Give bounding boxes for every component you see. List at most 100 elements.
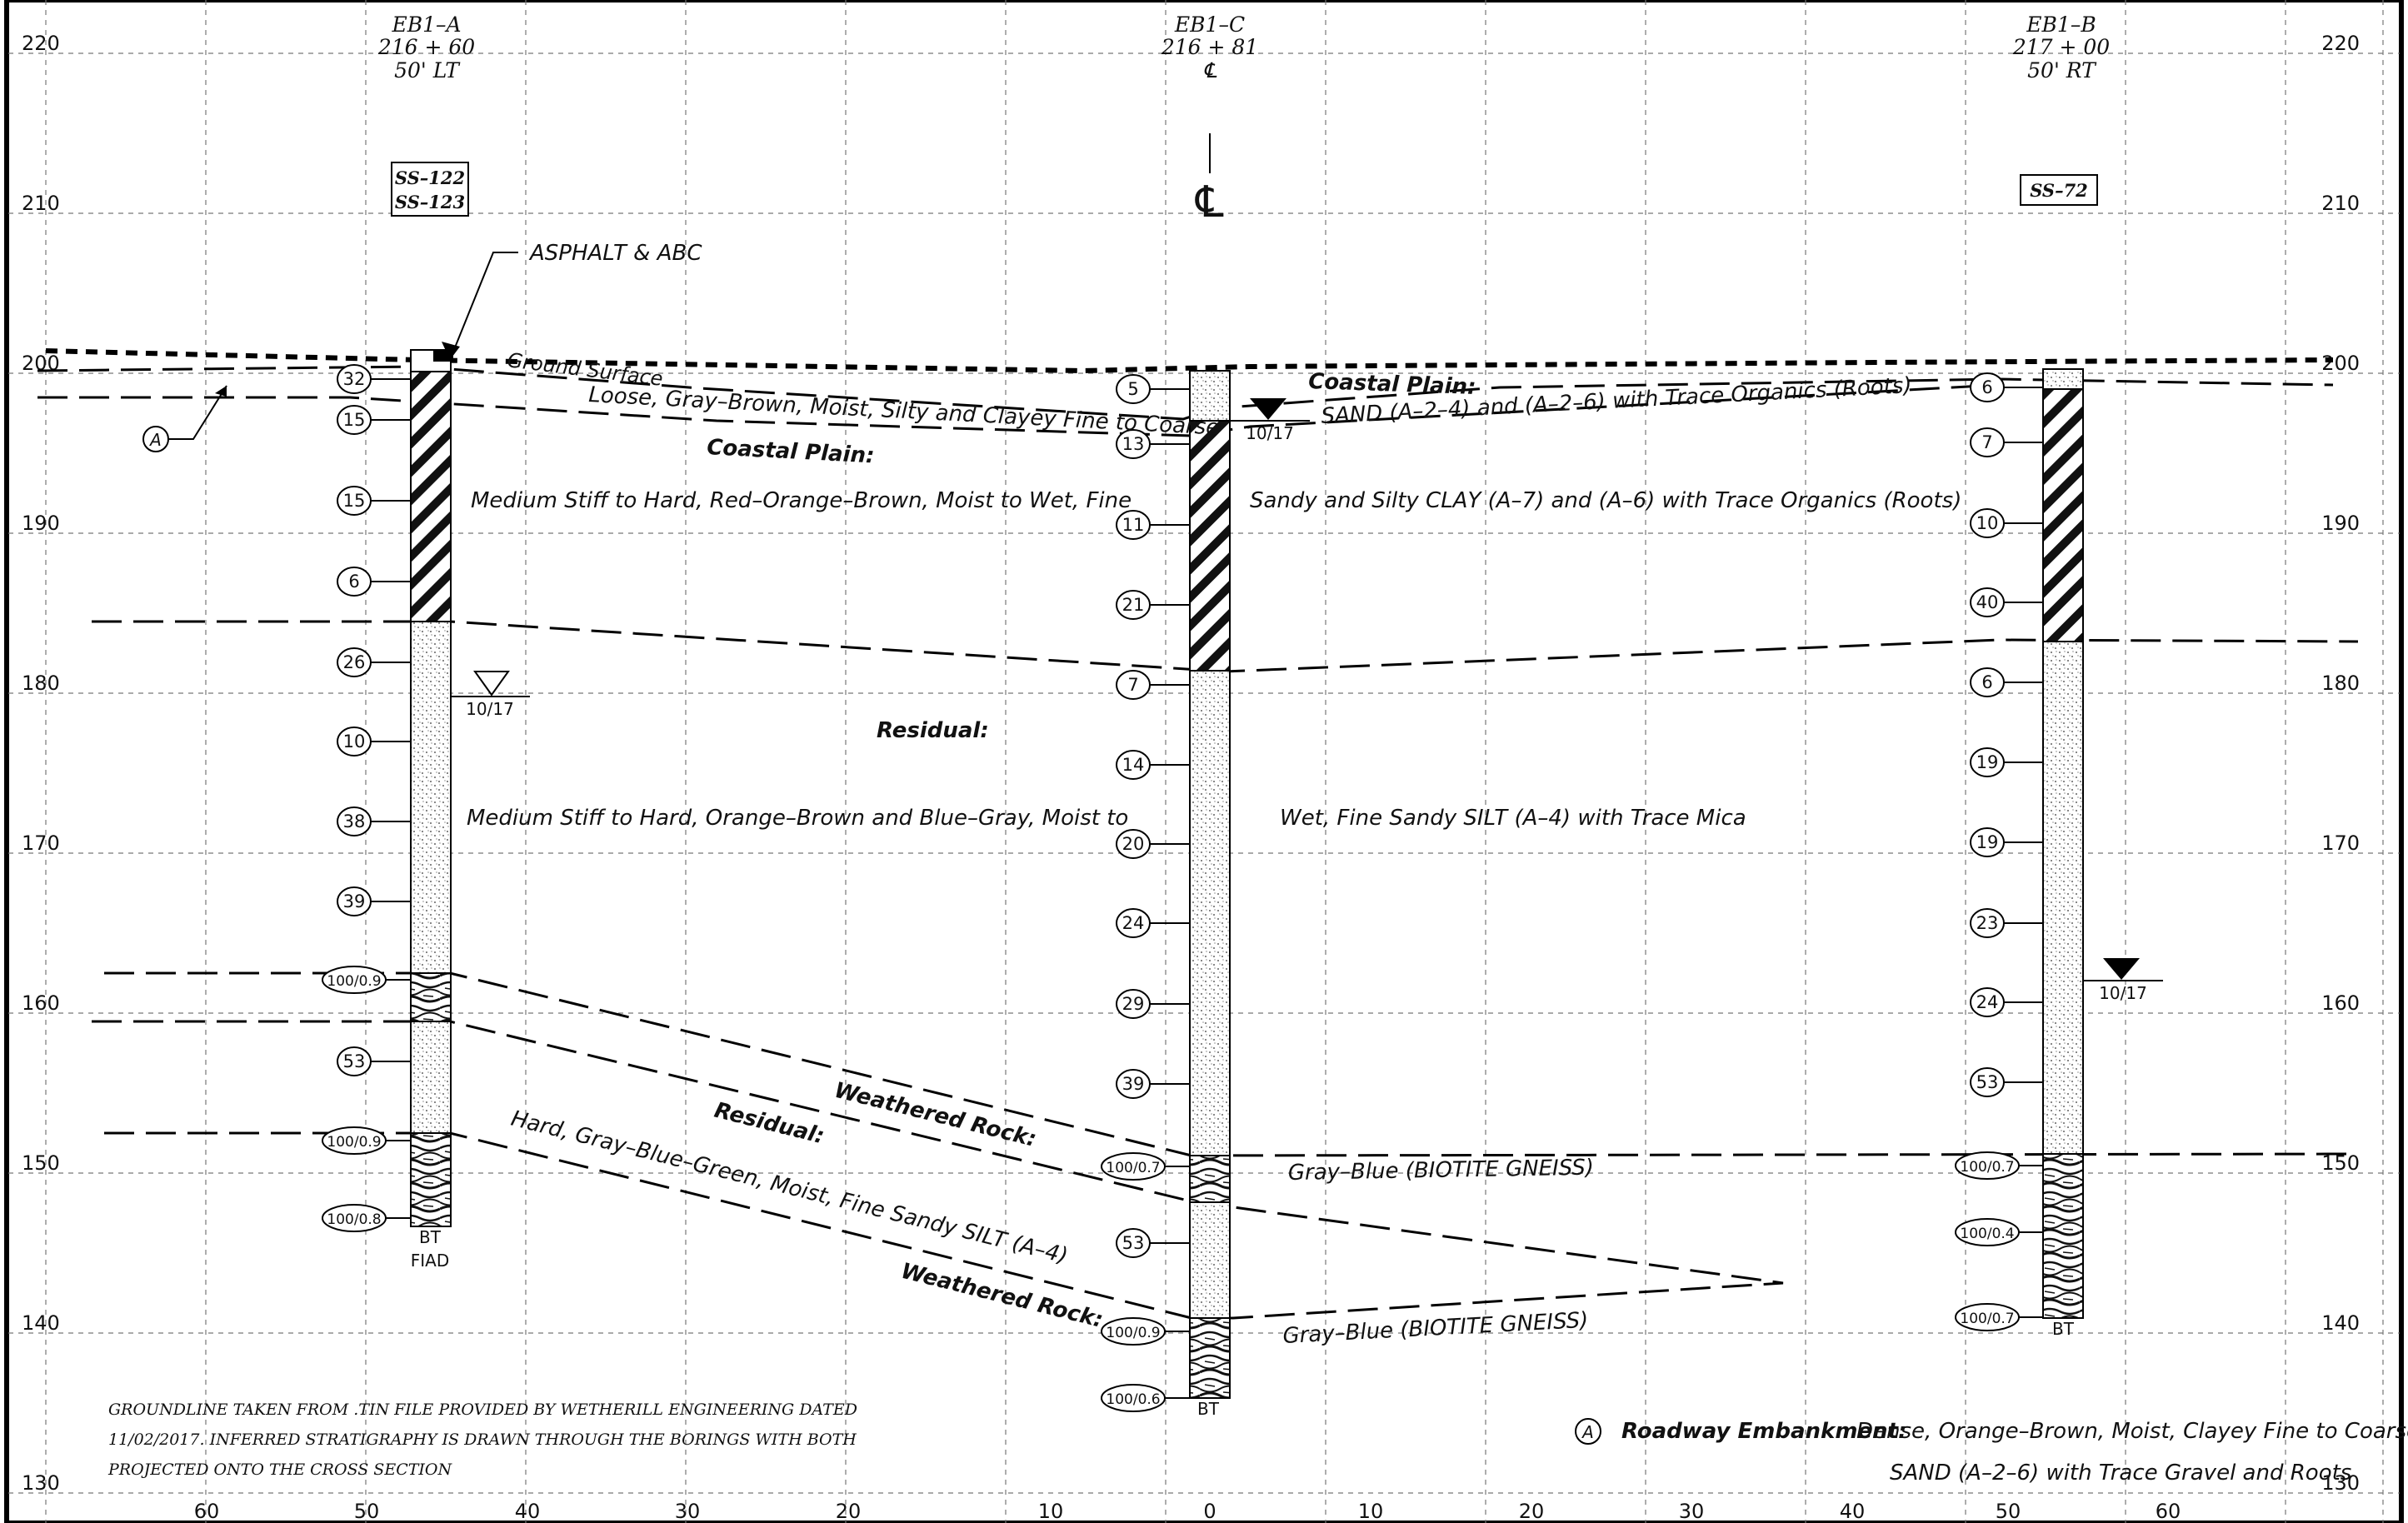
sample-n-value: 21 [1116, 590, 1190, 620]
sample-n-value: 100/0.4 [1955, 1218, 2043, 1246]
sample-n-value: 15 [337, 405, 411, 435]
sample-n-value: 5 [1116, 374, 1190, 404]
n-value-text: 5 [1127, 379, 1138, 399]
boring-offset: ℄ [1203, 58, 1217, 82]
legend-title: Roadway Embankment: [1621, 1419, 1906, 1444]
sample-n-value: 24 [1970, 987, 2043, 1017]
sample-n-value: 39 [337, 886, 411, 916]
sample-n-value: 6 [1970, 667, 2043, 697]
boring-id: EB1–C [1174, 12, 1245, 37]
sample-n-value: 100/0.9 [322, 1126, 411, 1155]
clay-label-left: Medium Stiff to Hard, Red–Orange–Brown, … [471, 488, 1132, 513]
sample-n-value: 100/0.7 [1955, 1303, 2043, 1331]
elevation-tick-left: 210 [22, 192, 60, 215]
clay-label-right: Sandy and Silty CLAY (A–7) and (A–6) wit… [1250, 488, 1961, 513]
sample-n-value: 53 [1970, 1067, 2043, 1097]
water-level-date: 10/17 [2099, 983, 2147, 1003]
n-value-text: 20 [1122, 834, 1145, 854]
legend-line-1: Dense, Orange–Brown, Moist, Clayey Fine … [1856, 1419, 2408, 1444]
offset-tick: 20 [836, 1500, 862, 1523]
n-value-text: 10 [1976, 513, 1999, 533]
embankment-legend: A Roadway Embankment: Dense, Orange–Brow… [1575, 1418, 2408, 1486]
sample-n-value: 40 [1970, 587, 2043, 617]
n-value-text: 29 [1122, 994, 1145, 1014]
n-value-text: 38 [343, 811, 366, 831]
water-level-date: 10/17 [1246, 423, 1294, 443]
sample-n-value: 100/0.7 [1101, 1152, 1190, 1181]
coastal-plain-label-right: Coastal Plain: [1308, 369, 1476, 400]
sample-box [2020, 174, 2098, 206]
n-value-text: 40 [1976, 592, 1999, 612]
boring-offset: 50' RT [2027, 58, 2097, 82]
silt-label-right: Wet, Fine Sandy SILT (A–4) with Trace Mi… [1280, 806, 1746, 831]
elevation-tick-right: 140 [2321, 1311, 2360, 1335]
sample-id: SS–72 [2030, 180, 2088, 201]
sample-n-value: 38 [337, 806, 411, 836]
n-value-text: 19 [1976, 832, 1999, 852]
svg-text:A: A [1581, 1422, 1594, 1442]
sample-n-value: 10 [1970, 508, 2043, 538]
offset-tick: 40 [1840, 1500, 1866, 1523]
n-value-text: 23 [1976, 913, 1999, 933]
n-value-text: 53 [1122, 1233, 1145, 1253]
offset-tick: 30 [1679, 1500, 1705, 1523]
boring-fiad-label: FIAD [411, 1251, 449, 1271]
elevation-tick-right: 220 [2321, 32, 2360, 55]
asphalt-label: ASPHALT & ABC [528, 241, 702, 266]
sample-n-value: 39 [1116, 1069, 1190, 1099]
boring-id: EB1–A [391, 12, 461, 37]
sample-n-value: 26 [337, 647, 411, 677]
sample-n-value: 53 [337, 1046, 411, 1076]
ground-surface-label: Ground Surface [506, 348, 664, 391]
boring-offset: 50' LT [394, 58, 461, 82]
sample-id: SS–123 [395, 192, 465, 212]
sample-box [391, 162, 469, 217]
n-value-text: 100/0.9 [327, 973, 381, 990]
offset-tick: 10 [1038, 1500, 1064, 1523]
gneiss-label-upper: Gray–Blue (BIOTITE GNEISS) [1288, 1156, 1595, 1186]
elevation-tick-left: 180 [22, 672, 60, 695]
n-value-text: 100/0.7 [1960, 1159, 2014, 1176]
embankment-marker-callout: A [142, 385, 227, 452]
n-value-text: 6 [1981, 672, 1992, 692]
elevation-tick-left: 190 [22, 512, 60, 535]
centerline-symbol: ℄ [1194, 177, 1224, 227]
n-value-text: 24 [1122, 913, 1145, 933]
gneiss-label-lower: Gray–Blue (BIOTITE GNEISS) [1282, 1308, 1589, 1349]
boring-terminated-label: BT [1197, 1399, 1220, 1419]
n-value-text: 24 [1976, 992, 1999, 1012]
boring-column-eb1-b [2042, 368, 2084, 1319]
n-value-text: 100/0.8 [327, 1211, 381, 1228]
elevation-tick-left: 150 [22, 1151, 60, 1175]
svg-text:A: A [148, 430, 162, 450]
offset-tick: 0 [1203, 1500, 1216, 1523]
sample-n-value: 100/0.9 [1101, 1317, 1190, 1346]
silt-label-left: Medium Stiff to Hard, Orange–Brown and B… [467, 806, 1128, 831]
elevation-tick-right: 160 [2321, 991, 2360, 1015]
elevation-tick-right: 150 [2321, 1151, 2360, 1175]
note-line: 11/02/2017. INFERRED STRATIGRAPHY IS DRA… [108, 1431, 857, 1449]
elevation-tick-right: 170 [2321, 831, 2360, 855]
sheet-border [4, 0, 2404, 1523]
elevation-tick-left: 140 [22, 1311, 60, 1335]
water-level-eb1-a: 10/17 [450, 671, 530, 719]
elevation-tick-right: 200 [2321, 352, 2360, 375]
boring-column-eb1-a [410, 349, 453, 1227]
water-level-eb1-b: 10/17 [2083, 958, 2163, 1003]
sample-blow-counts: 32 15 15 6 26 10 38 39 100/0.9 53 100/0.9 100/0.8 5 1… [322, 364, 2043, 1412]
n-value-text: 100/0.7 [1106, 1160, 1160, 1176]
sample-n-value: 19 [1970, 747, 2043, 777]
note-line: PROJECTED ONTO THE CROSS SECTION [107, 1461, 452, 1479]
boring-station: 216 + 81 [1161, 35, 1258, 59]
sample-n-value: 7 [1116, 670, 1190, 700]
boring-header-eb1-c: EB1–C 216 + 81 ℄ ℄ [1161, 12, 1258, 227]
elevation-tick-left: 220 [22, 32, 60, 55]
sample-n-value: 29 [1116, 989, 1190, 1019]
weathered-rock-label-lower: Weathered Rock: [898, 1259, 1105, 1333]
n-value-text: 15 [343, 491, 366, 511]
asphalt-callout: ASPHALT & ABC [442, 241, 702, 361]
sample-n-value: 100/0.8 [322, 1204, 411, 1232]
n-value-text: 39 [1122, 1074, 1145, 1094]
sample-n-value: 11 [1116, 510, 1190, 540]
